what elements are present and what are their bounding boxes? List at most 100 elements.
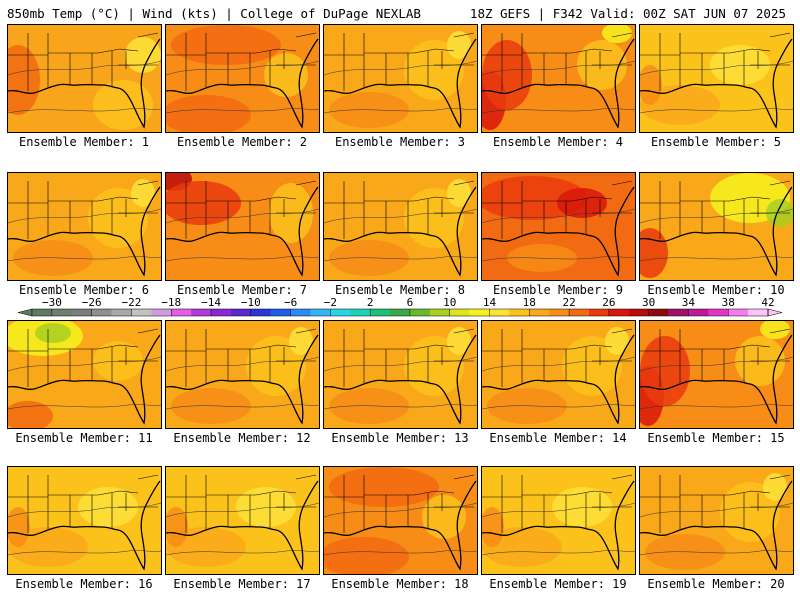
temperature-region (264, 53, 308, 97)
contour-lines (166, 60, 319, 114)
colorbar-segment (350, 309, 371, 316)
coastline (8, 334, 161, 425)
ensemble-map-panel (165, 320, 320, 429)
coastline (8, 186, 161, 277)
temperature-map (166, 25, 319, 132)
ensemble-map-panel (165, 24, 320, 133)
temperature-region (552, 487, 612, 527)
contour-lines (482, 60, 635, 114)
colorbar-segment (131, 309, 152, 316)
contour-lines (324, 60, 477, 114)
colorbar-segment (489, 309, 510, 316)
temperature-region (8, 45, 40, 115)
temperature-region (236, 487, 296, 527)
temperature-region (760, 321, 790, 339)
member-caption: Ensemble Member: 18 (331, 577, 469, 591)
ensemble-map-panel (7, 172, 162, 281)
coastline (640, 480, 793, 571)
contour-lines (8, 502, 161, 556)
temperature-region (422, 495, 466, 539)
colorbar-tick-label: 14 (483, 296, 497, 309)
member-caption: Ensemble Member: 17 (173, 577, 311, 591)
temperature-region (171, 25, 281, 65)
colorbar-tick-label: 22 (562, 296, 575, 309)
colorbar-segment (688, 309, 709, 316)
member-caption: Ensemble Member: 3 (334, 135, 466, 149)
colorbar-segment (91, 309, 112, 316)
colorbar-tick-label: 42 (761, 296, 774, 309)
ensemble-map-panel (639, 24, 794, 133)
colorbar-segment (728, 309, 749, 316)
ensemble-map-panel (481, 320, 636, 429)
temperature-region (35, 323, 71, 343)
temperature-region (557, 188, 607, 218)
ensemble-map-panel (481, 24, 636, 133)
coastline (482, 334, 635, 425)
member-caption: Ensemble Member: 20 (647, 577, 785, 591)
contour-lines (640, 502, 793, 556)
contour-lines (8, 356, 161, 410)
coastline (8, 38, 161, 129)
member-caption: Ensemble Member: 4 (492, 135, 624, 149)
member-caption: Ensemble Member: 16 (15, 577, 153, 591)
temperature-region (763, 473, 787, 501)
temperature-region (125, 37, 161, 73)
temperature-map (640, 321, 793, 428)
colorbar-segment (71, 309, 92, 316)
colorbar-tick-label: −14 (201, 296, 221, 309)
temperature-region (447, 179, 471, 207)
ensemble-map-panel (323, 466, 478, 575)
temperature-map (324, 173, 477, 280)
coastline (640, 38, 793, 129)
colorbar-tick-label: 6 (407, 296, 414, 309)
temperature-region (166, 95, 251, 132)
contour-lines (8, 208, 161, 262)
colorbar-tick-label: 26 (602, 296, 615, 309)
temperature-map (482, 173, 635, 280)
colorbar-segment (569, 309, 590, 316)
ensemble-map-panel (165, 466, 320, 575)
temperature-region (482, 507, 504, 547)
coastline (166, 334, 319, 425)
coastline (166, 186, 319, 277)
temperature-region (640, 65, 662, 105)
member-caption: Ensemble Member: 9 (492, 283, 624, 297)
map-title: 850mb Temp (°C) | Wind (kts) | College o… (7, 6, 421, 21)
colorbar-tick-label: 38 (722, 296, 735, 309)
contour-lines (166, 502, 319, 556)
member-caption: Ensemble Member: 7 (176, 283, 308, 297)
temperature-map (8, 321, 161, 428)
colorbar-segment (429, 309, 451, 316)
colorbar-arrow-low (17, 308, 33, 317)
ensemble-map-panel (481, 172, 636, 281)
member-caption: Ensemble Member: 13 (331, 431, 469, 445)
coastline (640, 334, 793, 425)
member-caption: Ensemble Member: 6 (18, 283, 150, 297)
temperature-region (507, 244, 577, 272)
ensemble-map-panel (7, 320, 162, 429)
temperature-region (8, 401, 53, 428)
colorbar-segment (191, 309, 212, 316)
temperature-region (329, 467, 439, 507)
coastline (324, 334, 477, 425)
member-caption: Ensemble Member: 10 (647, 283, 785, 297)
member-caption: Ensemble Member: 1 (18, 135, 150, 149)
temperature-map (640, 25, 793, 132)
colorbar-segment (290, 309, 311, 316)
ensemble-map-panel (7, 466, 162, 575)
colorbar-segment (549, 309, 570, 316)
contour-lines (324, 502, 477, 556)
colorbar-segment (588, 309, 610, 316)
ensemble-map-panel (639, 172, 794, 281)
temperature-map (8, 25, 161, 132)
colorbar-segment (449, 309, 470, 316)
colorbar-segment (111, 309, 132, 316)
colorbar-segment (250, 309, 272, 316)
colorbar-segment (151, 309, 172, 316)
colorbar-tick-label: −22 (122, 296, 142, 309)
coastline (166, 38, 319, 129)
temperature-region (8, 507, 30, 547)
colorbar-segment (211, 309, 232, 316)
colorbar-segment (509, 309, 530, 316)
temperature-region (289, 327, 313, 355)
